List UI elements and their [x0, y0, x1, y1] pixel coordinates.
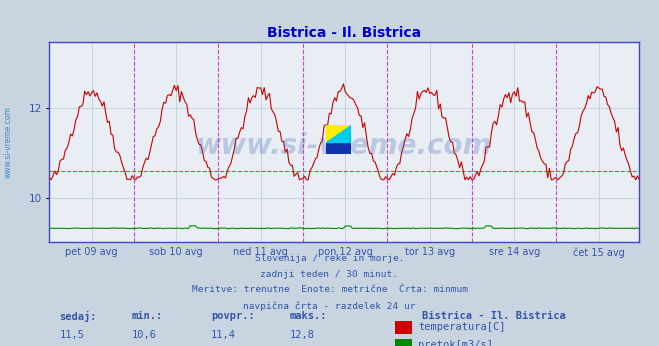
Text: maks.:: maks.: — [290, 311, 328, 321]
Text: 12,8: 12,8 — [290, 330, 315, 340]
Polygon shape — [326, 125, 351, 142]
Text: temperatura[C]: temperatura[C] — [418, 322, 506, 332]
Text: sedaj:: sedaj: — [59, 311, 97, 322]
Polygon shape — [326, 125, 351, 142]
Text: 10,6: 10,6 — [132, 330, 157, 340]
Text: povpr.:: povpr.: — [211, 311, 254, 321]
Text: Bistrica - Il. Bistrica: Bistrica - Il. Bistrica — [422, 311, 565, 321]
Text: navpična črta - razdelek 24 ur: navpična črta - razdelek 24 ur — [243, 301, 416, 310]
Text: www.si-vreme.com: www.si-vreme.com — [196, 132, 492, 160]
Text: Slovenija / reke in morje.: Slovenija / reke in morje. — [255, 254, 404, 263]
Text: www.si-vreme.com: www.si-vreme.com — [3, 106, 13, 178]
Text: pretok[m3/s]: pretok[m3/s] — [418, 340, 494, 346]
Text: 11,4: 11,4 — [211, 330, 236, 340]
Title: Bistrica - Il. Bistrica: Bistrica - Il. Bistrica — [268, 26, 421, 40]
Text: 11,5: 11,5 — [59, 330, 84, 340]
Text: min.:: min.: — [132, 311, 163, 321]
Text: zadnji teden / 30 minut.: zadnji teden / 30 minut. — [260, 270, 399, 279]
Text: Meritve: trenutne  Enote: metrične  Črta: minmum: Meritve: trenutne Enote: metrične Črta: … — [192, 285, 467, 294]
